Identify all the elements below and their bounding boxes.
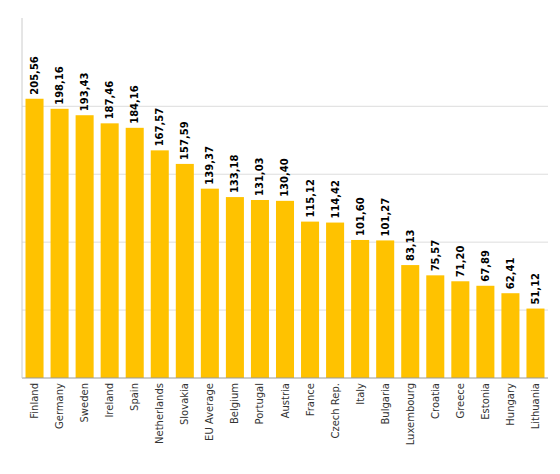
x-tick-label: Czech Rep. [330, 383, 341, 439]
data-label: 67,89 [480, 250, 491, 282]
data-label: 133,18 [229, 154, 240, 193]
x-tick-label: Netherlands [154, 383, 165, 444]
data-label: 131,03 [254, 157, 265, 196]
x-tick-label: Lithuania [530, 383, 541, 429]
chart-container: 205,56 198,16 193,43 187,46 184,16 167,57 157,… [0, 0, 560, 474]
x-tick-label: Greece [455, 383, 466, 419]
bar [26, 99, 44, 378]
bar [151, 150, 169, 378]
data-label: 157,59 [179, 121, 190, 160]
bars [26, 99, 545, 378]
data-label: 101,27 [380, 198, 391, 237]
bar [176, 164, 194, 378]
x-tick-label: Austria [280, 383, 291, 418]
x-tick-label: Ireland [104, 383, 115, 418]
bar [101, 123, 119, 378]
bar [301, 222, 319, 378]
data-label: 75,57 [430, 240, 441, 272]
x-tick-label: Finland [29, 383, 40, 419]
x-tick-label: Belgium [229, 383, 240, 424]
data-label: 101,60 [355, 197, 366, 236]
x-tick-label: Hungary [505, 383, 516, 426]
data-label: 83,13 [405, 229, 416, 261]
bar [126, 128, 144, 378]
x-axis-line [22, 378, 548, 379]
bar [251, 200, 269, 378]
x-tick-label: Italy [355, 383, 366, 405]
data-label: 184,16 [129, 85, 140, 124]
x-tick-label: Croatia [430, 383, 441, 419]
bar [501, 293, 519, 378]
grid-line [22, 106, 548, 107]
chart: 205,56 198,16 193,43 187,46 184,16 167,57 157,… [0, 0, 560, 474]
bar [351, 240, 369, 378]
bar [401, 265, 419, 378]
bar [526, 309, 544, 378]
x-tick-label: EU Average [204, 383, 215, 441]
bar [451, 281, 469, 378]
x-tick-label: Germany [54, 383, 65, 429]
data-label: 205,56 [29, 56, 40, 95]
x-tick-label: Luxembourg [405, 383, 416, 445]
x-tick-label: Spain [129, 383, 140, 411]
data-label: 71,20 [455, 246, 466, 278]
x-tick-label: Portugal [254, 383, 265, 424]
data-label: 51,12 [530, 273, 541, 305]
bar [76, 115, 94, 378]
data-label: 187,46 [104, 81, 115, 120]
bar [51, 109, 69, 378]
data-label: 198,16 [54, 66, 65, 105]
data-label: 193,43 [79, 73, 90, 112]
x-tick-label: France [305, 383, 316, 416]
bar [476, 286, 494, 378]
bar [376, 240, 394, 378]
data-label: 139,37 [204, 146, 215, 185]
data-label: 115,12 [305, 179, 316, 218]
x-tick-label: Estonia [480, 383, 491, 420]
data-label: 62,41 [505, 258, 516, 290]
x-tick-labels: Finland Germany Sweden Ireland Spain Netherla… [29, 383, 541, 445]
x-tick-label: Bulgaria [380, 383, 391, 424]
bar [226, 197, 244, 378]
bar [276, 201, 294, 378]
data-labels: 205,56 198,16 193,43 187,46 184,16 167,57 157,… [29, 56, 541, 304]
data-label: 114,42 [330, 180, 341, 219]
bar [326, 223, 344, 378]
y-axis-line [22, 18, 23, 378]
data-label: 130,40 [280, 158, 291, 197]
data-label: 167,57 [154, 108, 165, 147]
bar [201, 189, 219, 378]
x-tick-label: Slovakia [179, 383, 190, 425]
bar [426, 275, 444, 378]
x-tick-label: Sweden [79, 383, 90, 423]
